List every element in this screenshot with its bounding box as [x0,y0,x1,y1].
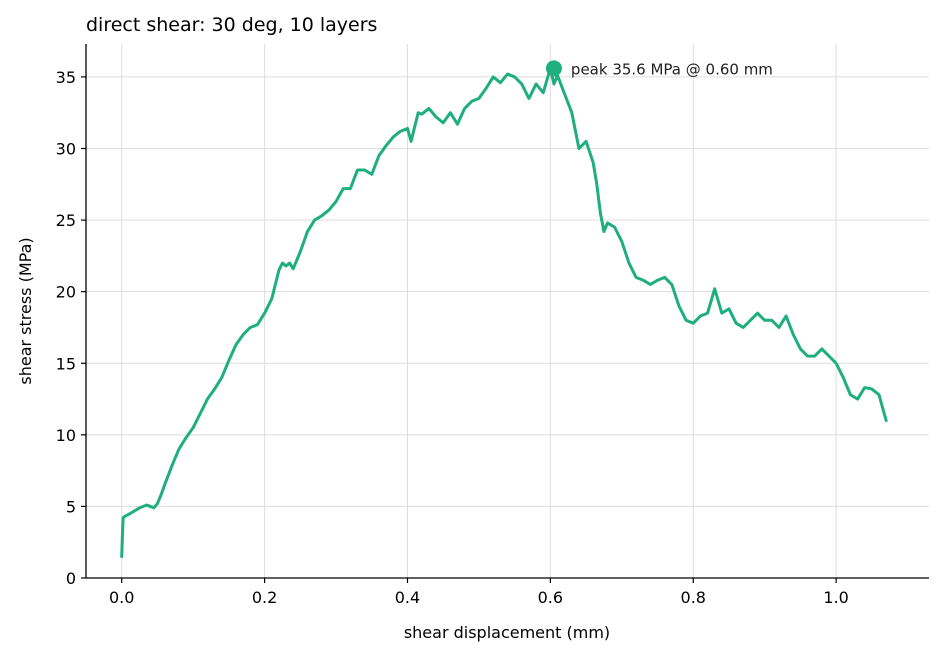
y-tick-label: 10 [56,426,76,445]
x-tick-label: 0.4 [395,588,420,607]
y-axis-label: shear stress (MPa) [16,237,35,384]
y-tick-label: 5 [66,497,76,516]
y-tick-label: 15 [56,354,76,373]
y-tick-label: 35 [56,68,76,87]
axes [85,44,929,579]
x-tick-label: 1.0 [823,588,848,607]
y-tick-label: 30 [56,140,76,159]
x-tick-label: 0.8 [681,588,706,607]
peak-marker [545,60,562,77]
y-tick-label: 25 [56,211,76,230]
grid [86,44,929,579]
x-tick-label: 0.6 [538,588,563,607]
x-tick-label: 0.0 [109,588,134,607]
y-tick-label: 0 [66,569,76,588]
x-axis-label: shear displacement (mm) [404,623,610,642]
y-tick-label: 20 [56,283,76,302]
chart-title: direct shear: 30 deg, 10 layers [86,14,377,36]
y-axis-ticks: 0 5 10 15 20 25 30 35 [56,68,86,588]
peak-annotation: peak 35.6 MPa @ 0.60 mm [571,60,773,78]
stress-displacement-line [120,66,888,559]
x-tick-label: 0.2 [252,588,277,607]
x-axis-ticks: 0.0 0.2 0.4 0.6 0.8 1.0 [109,578,849,607]
